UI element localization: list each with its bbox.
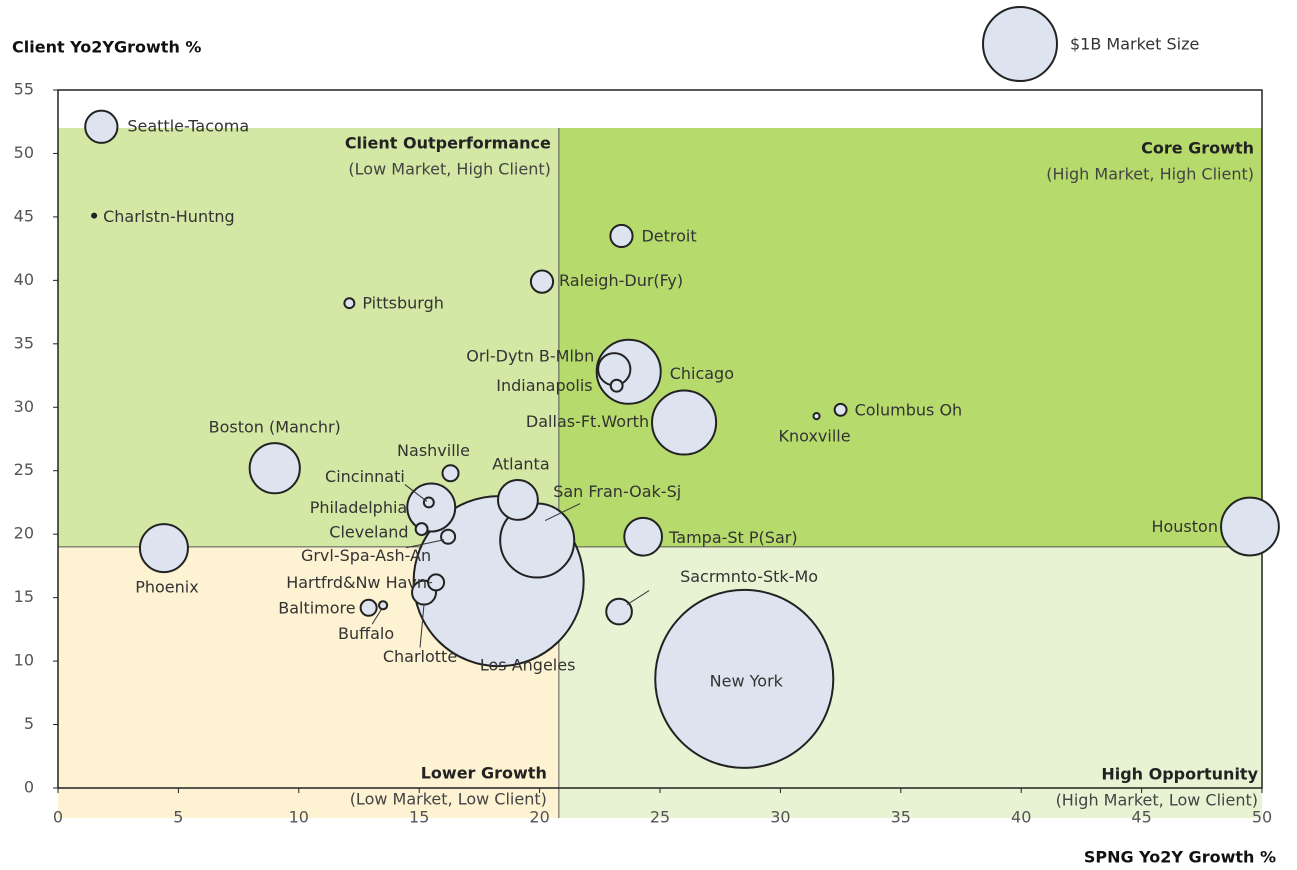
bubble-label: Orl-Dytn B-Mlbn [466, 347, 594, 366]
quadrant-subtitle: (High Market, Low Client) [1056, 791, 1258, 810]
y-tick-label: 35 [14, 333, 34, 352]
leader-line [405, 539, 445, 549]
bubble-label: Indianapolis [496, 376, 592, 395]
bubble [248, 442, 301, 495]
bubble-label: San Fran-Oak-Sj [553, 482, 681, 501]
bubble-label: Hartfrd&Nw Havn [286, 573, 427, 592]
y-tick-label: 30 [14, 397, 34, 416]
bubble-label: Grvl-Spa-Ash-An [301, 546, 431, 565]
y-tick-label: 20 [14, 524, 34, 543]
bubble [91, 212, 98, 219]
bubble-label: Seattle-Tacoma [127, 116, 249, 135]
y-tick-label: 0 [24, 778, 34, 797]
bubble [138, 523, 189, 574]
quadrant-title: Lower Growth [421, 764, 547, 783]
bubble-label: Boston (Manchr) [209, 418, 341, 437]
legend-bubble [982, 6, 1058, 82]
quadrant-title: Core Growth [1141, 139, 1254, 158]
quadrant-title: Client Outperformance [345, 134, 551, 153]
x-tick-label: 35 [891, 808, 911, 827]
bubble-label: Pittsburgh [362, 294, 444, 313]
bubble [529, 269, 555, 294]
bubble [84, 109, 119, 144]
bubble [378, 600, 389, 611]
bubble-label: Nashville [397, 441, 470, 460]
x-tick-label: 10 [289, 808, 309, 827]
bubble [440, 528, 457, 545]
bubble [651, 389, 718, 456]
x-tick-label: 50 [1252, 808, 1272, 827]
bubble-label: Sacrmnto-Stk-Mo [680, 567, 818, 586]
leader-line [404, 484, 428, 502]
bubble-label: Los Angeles [480, 656, 576, 675]
bubble [343, 297, 356, 310]
bubble [1220, 496, 1280, 557]
bubble [812, 412, 821, 421]
quadrant-subtitle: (Low Market, Low Client) [350, 790, 547, 809]
bubble [359, 598, 378, 617]
bubble-label: Buffalo [338, 624, 394, 643]
x-tick-label: 0 [53, 808, 63, 827]
y-tick-label: 10 [14, 651, 34, 670]
bubble [441, 464, 460, 483]
y-tick-label: 5 [24, 714, 34, 733]
bubble-label: Houston [1151, 517, 1218, 536]
quadrant [558, 128, 1262, 547]
x-tick-label: 25 [650, 808, 670, 827]
x-tick-label: 5 [173, 808, 183, 827]
bubble-label: Cleveland [329, 523, 408, 542]
bubble-label: Philadelphia [310, 498, 407, 517]
bubble-label: Columbus Oh [855, 400, 963, 419]
y-tick-label: 45 [14, 206, 34, 225]
y-tick-label: 15 [14, 587, 34, 606]
leader-line [626, 590, 650, 606]
leader-line [544, 503, 581, 521]
bubble-label: Charlotte [383, 647, 457, 666]
quadrant-subtitle: (Low Market, High Client) [348, 160, 550, 179]
bubble [623, 516, 664, 557]
bubble-label: Cincinnati [325, 467, 405, 486]
y-tick-label: 25 [14, 460, 34, 479]
x-tick-label: 45 [1131, 808, 1151, 827]
x-tick-label: 40 [1011, 808, 1031, 827]
bubble [654, 588, 835, 769]
quadrant-subtitle: (High Market, High Client) [1046, 165, 1254, 184]
bubble-label: Phoenix [135, 578, 198, 597]
y-axis-title: Client Yo2YGrowth % [12, 38, 201, 57]
bubble-label: Dallas-Ft.Worth [526, 412, 649, 431]
bubble-label: New York [710, 671, 784, 690]
x-tick-label: 20 [529, 808, 549, 827]
x-tick-label: 30 [770, 808, 790, 827]
y-tick-label: 50 [14, 143, 34, 162]
bubble [605, 597, 633, 626]
bubble-label: Tampa-St P(Sar) [668, 528, 797, 547]
bubble-label: Raleigh-Dur(Fy) [559, 271, 683, 290]
bubble-label: Detroit [641, 226, 696, 245]
quadrant [58, 128, 559, 547]
legend-label: $1B Market Size [1070, 35, 1199, 54]
bubble-label: Atlanta [492, 454, 549, 473]
x-axis-title: SPNG Yo2Y Growth % [1084, 848, 1276, 867]
leader-line [371, 607, 383, 625]
y-tick-label: 55 [14, 80, 34, 99]
x-tick-label: 15 [409, 808, 429, 827]
leader-line [419, 604, 425, 648]
bubble-label: Chicago [670, 364, 734, 383]
bubble [497, 478, 539, 521]
bubble [609, 378, 624, 393]
bubble [609, 223, 634, 249]
y-tick-label: 40 [14, 270, 34, 289]
bubble-label: Knoxville [779, 427, 851, 446]
bubble [427, 573, 446, 592]
bubble [422, 496, 435, 509]
bubble [833, 402, 848, 417]
bubble-label: Charlstn-Huntng [103, 207, 235, 226]
bubble-label: Baltimore [278, 598, 355, 617]
bubble [414, 522, 429, 537]
quadrant-title: High Opportunity [1101, 765, 1258, 784]
leader-line [426, 581, 433, 584]
